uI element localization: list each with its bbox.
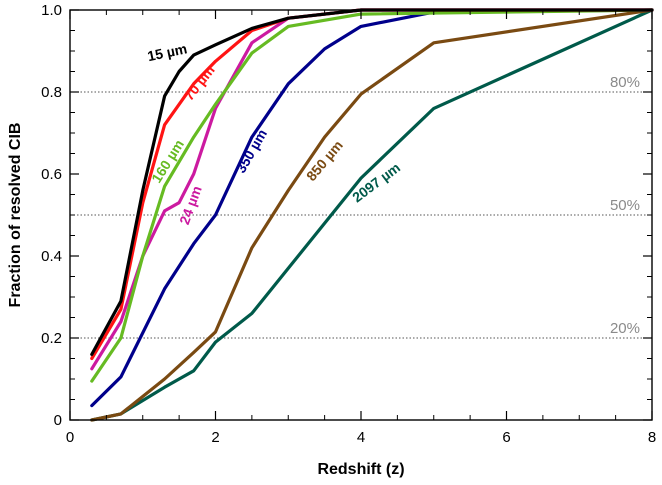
reference-line-label: 20% <box>610 320 640 337</box>
series-lines <box>90 8 654 422</box>
series-label: 350 µm <box>232 126 270 175</box>
series-line-2097-m <box>90 8 654 422</box>
series-line-850-m <box>90 8 654 422</box>
series-label: 15 µm <box>146 40 188 64</box>
x-tick-label: 2 <box>211 429 219 446</box>
x-tick-label: 8 <box>648 429 656 446</box>
reference-line-label: 80% <box>610 74 640 91</box>
y-tick-label: 0 <box>54 412 62 429</box>
x-tick-label: 4 <box>357 429 365 446</box>
axis-ticks <box>69 9 653 421</box>
series-label: 24 µm <box>176 184 205 227</box>
x-axis-title: Redshift (z) <box>317 461 404 478</box>
y-tick-label: 0.4 <box>41 248 62 265</box>
y-tick-label: 1.0 <box>41 2 62 19</box>
tick-labels: 0 2 4 6 8 0 0.2 0.4 0.6 0.8 1.0 <box>41 2 656 446</box>
series-line-15-m <box>90 8 654 356</box>
y-axis-title: Fraction of resolved CIB <box>7 123 24 308</box>
series-line-350-m <box>90 8 654 408</box>
y-tick-label: 0.6 <box>41 166 62 183</box>
x-tick-label: 6 <box>502 429 510 446</box>
reference-lines: 20% 50% 80% <box>70 74 652 339</box>
reference-line-label: 50% <box>610 197 640 214</box>
x-tick-label: 0 <box>66 429 74 446</box>
series-label: 70 µm <box>181 62 218 103</box>
y-tick-label: 0.2 <box>41 330 62 347</box>
y-tick-label: 0.8 <box>41 84 62 101</box>
series-line-160-m <box>90 8 654 383</box>
